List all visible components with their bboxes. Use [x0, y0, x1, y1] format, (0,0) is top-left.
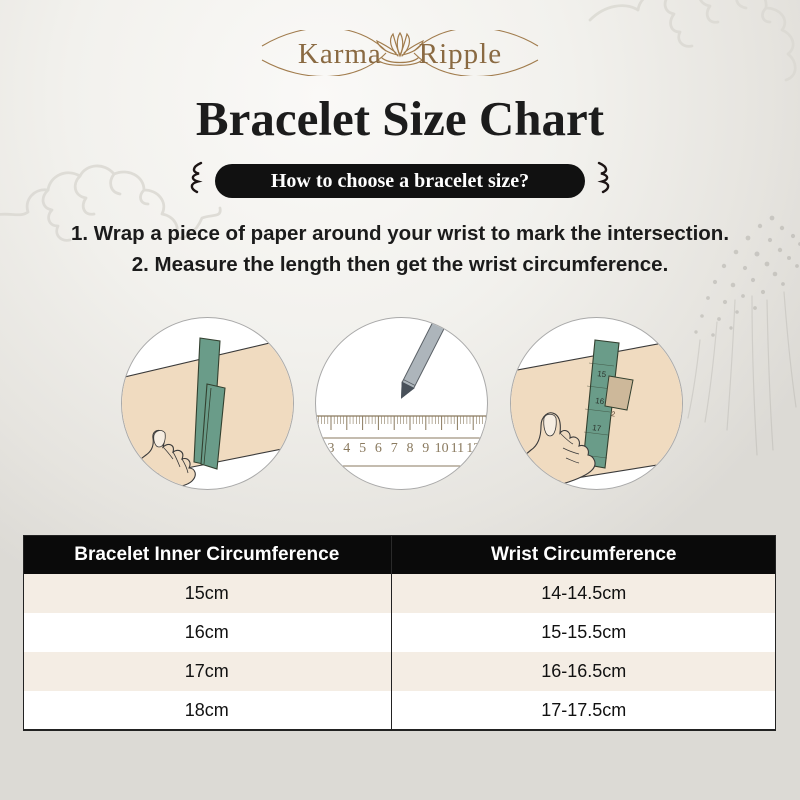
svg-text:15: 15 — [597, 369, 608, 379]
svg-text:8: 8 — [407, 441, 414, 456]
svg-text:7: 7 — [391, 441, 398, 456]
svg-text:10: 10 — [435, 441, 449, 456]
svg-text:17: 17 — [592, 423, 603, 433]
svg-text:16: 16 — [595, 396, 606, 406]
svg-text:5: 5 — [359, 441, 366, 456]
svg-text:6: 6 — [375, 441, 382, 456]
svg-text:4: 4 — [343, 441, 350, 456]
svg-text:11: 11 — [451, 441, 464, 456]
svg-text:9: 9 — [422, 441, 429, 456]
